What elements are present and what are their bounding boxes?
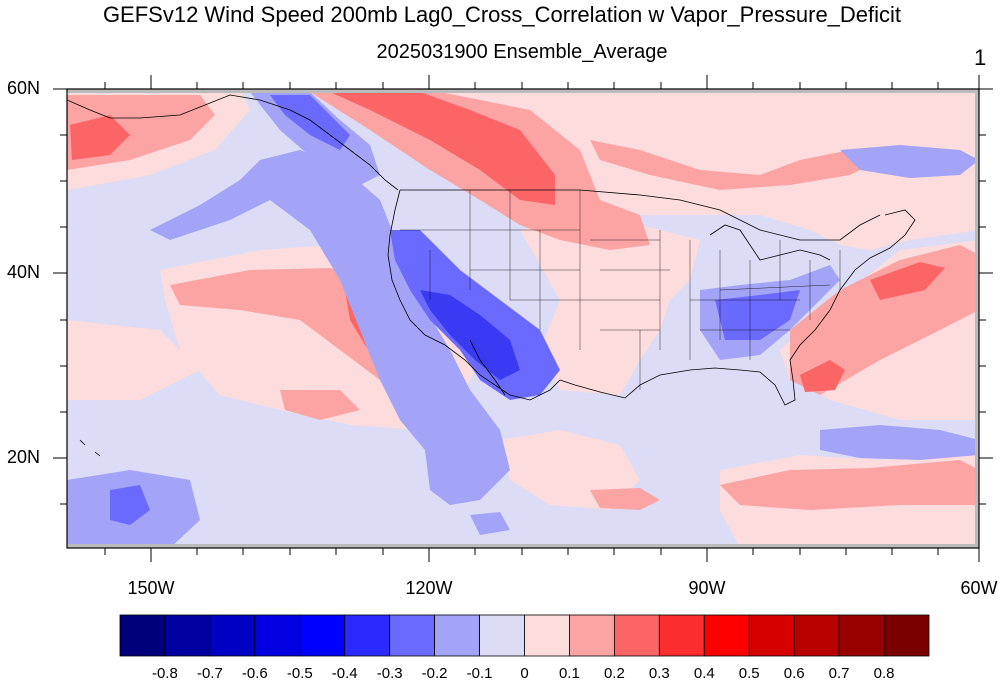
colorbar-tick-label: -0.4 [331, 665, 358, 682]
lat-label-40n: 40N [6, 262, 40, 282]
colorbar-tick-label: 0.3 [648, 665, 670, 682]
lon-label-120w: 120W [405, 578, 453, 598]
field-blue [715, 290, 800, 340]
missing-data-strip [975, 89, 979, 548]
gulf-coast [559, 209, 916, 406]
field-light-red [520, 215, 700, 395]
colorbar-tick-label: -0.1 [466, 665, 493, 682]
contour-fields [67, 89, 979, 548]
field-red [870, 262, 945, 300]
field-mid-red [280, 390, 360, 420]
lon-label-60w: 60W [960, 578, 998, 598]
alaska-coast [67, 94, 399, 191]
lon-label-90w: 90W [688, 578, 726, 598]
field-mid-blue [840, 145, 979, 178]
field-red [70, 115, 130, 160]
field-mid-blue [250, 92, 380, 185]
map-frame [66, 88, 980, 549]
field-mid-red [310, 92, 650, 250]
plot-subtitle: 2025031900 Ensemble_Average [376, 41, 668, 63]
field-mid-red [590, 140, 880, 190]
colorbar-tick-label: 0.6 [783, 665, 805, 682]
great-lakes [709, 224, 831, 261]
field-blue [270, 95, 350, 150]
baja-peninsula [469, 339, 506, 396]
field-mid-blue [150, 150, 510, 505]
field-mid-red [590, 488, 660, 510]
correlation-map [53, 75, 993, 562]
lon-label-150w: 150W [127, 578, 175, 598]
colorbar-tick-label: -0.5 [286, 665, 313, 682]
field-red [800, 360, 845, 392]
field-dark-blue [420, 290, 520, 380]
colorbar-tick-label: -0.7 [196, 665, 223, 682]
colorbar-tick-label: -0.6 [241, 665, 268, 682]
colorbar-tick-label: 0.7 [828, 665, 850, 682]
colorbar-tick-label: -0.3 [376, 665, 403, 682]
colorbar-tick-label: 0.2 [603, 665, 625, 682]
colorbar-tick-label: -0.8 [151, 665, 178, 682]
missing-data-strip [67, 544, 979, 548]
field-blue [110, 485, 150, 525]
field-light-red [67, 320, 200, 400]
lat-label-20n: 20N [6, 447, 40, 467]
field-red [330, 92, 555, 205]
colorbar-tick-label: 0.5 [738, 665, 760, 682]
plot-title: GEFSv12 Wind Speed 200mb Lag0_Cross_Corr… [102, 2, 902, 27]
colorbar-tick-label: -0.2 [421, 665, 448, 682]
colorbar-tick-label: 0.4 [693, 665, 715, 682]
corner-label: 1 [974, 45, 987, 70]
missing-data-strip [67, 89, 979, 93]
lat-label-60n: 60N [6, 78, 40, 98]
field-mid-red [720, 460, 979, 510]
hawaii [79, 439, 101, 457]
coastline-west [387, 189, 561, 401]
colorbar-tick-label: 0.1 [558, 665, 580, 682]
axis-ticks [53, 75, 993, 562]
state-boundaries [400, 190, 841, 390]
field-mid-blue [820, 425, 979, 460]
colorbar-tick-label: 0 [520, 665, 529, 682]
field-mid-blue [470, 512, 510, 535]
colorbar-tick-label: 0.8 [873, 665, 895, 682]
